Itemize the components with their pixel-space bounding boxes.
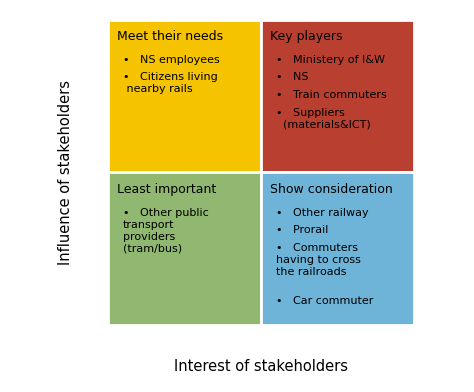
Text: •   Other public
transport
providers
(tram/bus): • Other public transport providers (tram… <box>123 208 209 254</box>
Text: •   NS: • NS <box>276 73 309 82</box>
Bar <box>108 20 261 172</box>
Text: Interest of stakeholders: Interest of stakeholders <box>173 359 348 374</box>
Text: •   NS employees: • NS employees <box>123 55 220 65</box>
Text: •   Prorail: • Prorail <box>276 225 328 235</box>
Text: •   Citizens living
 nearby rails: • Citizens living nearby rails <box>123 73 218 94</box>
Text: Show consideration: Show consideration <box>270 183 392 196</box>
Bar <box>108 172 261 325</box>
Text: •   Car commuter: • Car commuter <box>276 296 374 305</box>
Text: •   Other railway: • Other railway <box>276 208 369 218</box>
Text: Influence of stakeholders: Influence of stakeholders <box>57 80 73 265</box>
Text: •   Ministery of I&W: • Ministery of I&W <box>276 55 385 65</box>
Bar <box>261 20 414 172</box>
Text: •   Commuters
having to cross
the railroads: • Commuters having to cross the railroad… <box>276 243 361 277</box>
Text: Least important: Least important <box>117 183 216 196</box>
Text: •   Train commuters: • Train commuters <box>276 90 387 100</box>
Bar <box>261 172 414 325</box>
Text: Meet their needs: Meet their needs <box>117 30 223 43</box>
Text: Key players: Key players <box>270 30 342 43</box>
Text: •   Suppliers
  (materials&ICT): • Suppliers (materials&ICT) <box>276 107 371 129</box>
